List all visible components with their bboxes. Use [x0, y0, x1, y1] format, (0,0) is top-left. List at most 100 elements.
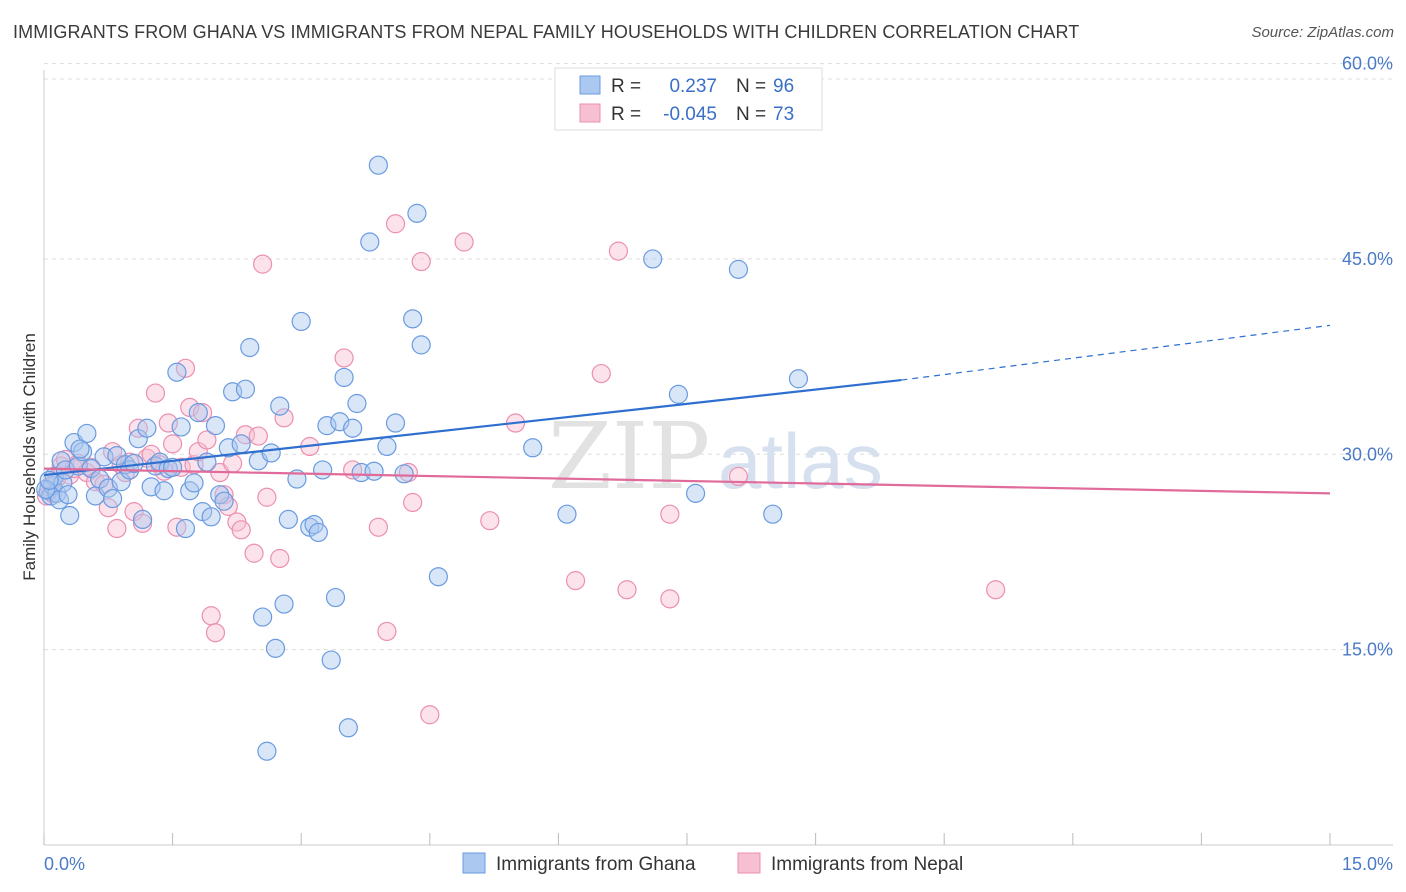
ghana-point: [364, 461, 384, 481]
nepal-point: [411, 251, 431, 272]
nepal-series-label: Immigrants from Nepal: [771, 854, 963, 875]
nepal-point: [193, 403, 213, 423]
nepal-point: [158, 413, 178, 433]
ghana-point: [668, 384, 689, 404]
ghana-point: [291, 311, 311, 332]
ghana-n-label: N =: [736, 76, 766, 97]
nepal-r-value: -0.045: [663, 104, 717, 125]
nepal-n-label: N =: [736, 104, 766, 125]
nepal-point: [565, 571, 586, 591]
nepal-point: [385, 214, 406, 234]
ghana-point: [334, 367, 354, 388]
ghana-point: [235, 379, 256, 399]
ghana-point: [428, 567, 448, 587]
nepal-point: [608, 241, 629, 261]
nepal-point: [201, 606, 221, 626]
series-legend: Immigrants from Ghana Immigrants from Ne…: [462, 852, 963, 875]
ghana-point: [557, 504, 577, 524]
trend-lines: [43, 324, 1331, 495]
ghana-point: [411, 335, 431, 355]
ghana-point: [265, 638, 286, 658]
ghana-point: [338, 718, 358, 738]
ghana-point: [102, 488, 123, 509]
nepal-point: [231, 520, 251, 540]
x-tick-label-min: 0.0%: [44, 854, 85, 874]
ghana-point: [321, 650, 341, 670]
ghana-point: [360, 232, 380, 252]
ghana-point: [685, 483, 706, 503]
ghana-point: [788, 369, 809, 389]
nepal-point: [257, 487, 277, 507]
ghana-point: [188, 403, 208, 423]
chart-source: Source: ZipAtlas.com: [1251, 24, 1394, 41]
ghana-point: [201, 507, 221, 527]
ghana-point: [270, 396, 290, 416]
nepal-series-swatch: [737, 852, 761, 874]
nepal-point: [163, 434, 183, 454]
ghana-point: [523, 438, 543, 458]
nepal-point: [986, 580, 1006, 600]
ghana-point: [308, 522, 328, 543]
nepal-point: [197, 430, 217, 450]
watermark: ZIP atlas: [548, 403, 883, 510]
ghana-point: [643, 249, 663, 269]
ghana-point: [257, 741, 277, 761]
ghana-point: [231, 434, 251, 454]
ghana-point: [171, 417, 191, 437]
ghana-point: [214, 491, 234, 511]
nepal-trend-line: [43, 467, 1331, 495]
nepal-point: [617, 580, 637, 600]
gridlines: [44, 63, 1393, 651]
ghana-point: [60, 505, 80, 526]
nepal-point: [205, 623, 226, 643]
ghana-point: [154, 481, 174, 501]
y-tick-labels: 15.0% 30.0% 45.0% 60.0%: [1342, 54, 1393, 660]
nepal-point: [591, 363, 611, 384]
ghana-point: [347, 393, 367, 414]
ghana-point: [407, 203, 427, 223]
ghana-point: [253, 607, 273, 627]
ghana-point: [132, 509, 153, 530]
ghana-point: [763, 504, 783, 524]
ghana-point: [728, 259, 749, 279]
y-axis-title: Family Households with Children: [20, 333, 39, 581]
ghana-series: [36, 155, 809, 761]
x-ticks: [43, 833, 1331, 845]
ghana-point: [240, 337, 260, 358]
nepal-point: [377, 621, 397, 642]
ghana-point: [184, 473, 204, 493]
ghana-point: [58, 485, 78, 505]
ghana-n-value: 96: [773, 76, 794, 97]
nepal-r-label: R =: [611, 104, 641, 125]
ghana-point: [205, 416, 226, 436]
ghana-point: [72, 442, 93, 462]
ghana-point: [278, 509, 298, 530]
ghana-r-value: 0.237: [669, 76, 717, 97]
nepal-point: [248, 426, 268, 446]
nepal-point: [145, 383, 166, 403]
ghana-point: [377, 436, 397, 457]
y-tick-label: 15.0%: [1342, 640, 1393, 660]
watermark-atlas: atlas: [718, 417, 883, 505]
ghana-point: [70, 439, 90, 459]
y-tick-label: 60.0%: [1342, 54, 1393, 74]
nepal-point: [480, 511, 500, 531]
ghana-point: [313, 460, 333, 480]
nepal-point: [368, 517, 388, 537]
stats-legend: R = 0.237 N = 96 R = -0.045 N = 73: [554, 67, 823, 131]
y-tick-label: 30.0%: [1342, 444, 1393, 464]
nepal-point: [660, 504, 680, 524]
ghana-point: [368, 155, 388, 175]
nepal-point: [274, 408, 294, 428]
ghana-trend-line: [43, 378, 902, 477]
nepal-point: [253, 254, 273, 274]
nepal-point: [454, 232, 474, 252]
nepal-point: [244, 543, 264, 563]
ghana-r-label: R =: [611, 76, 641, 97]
nepal-point: [270, 548, 290, 569]
ghana-point: [175, 518, 196, 539]
nepal-point: [334, 348, 354, 368]
axes: [43, 70, 1393, 846]
y-tick-label: 45.0%: [1342, 249, 1393, 269]
